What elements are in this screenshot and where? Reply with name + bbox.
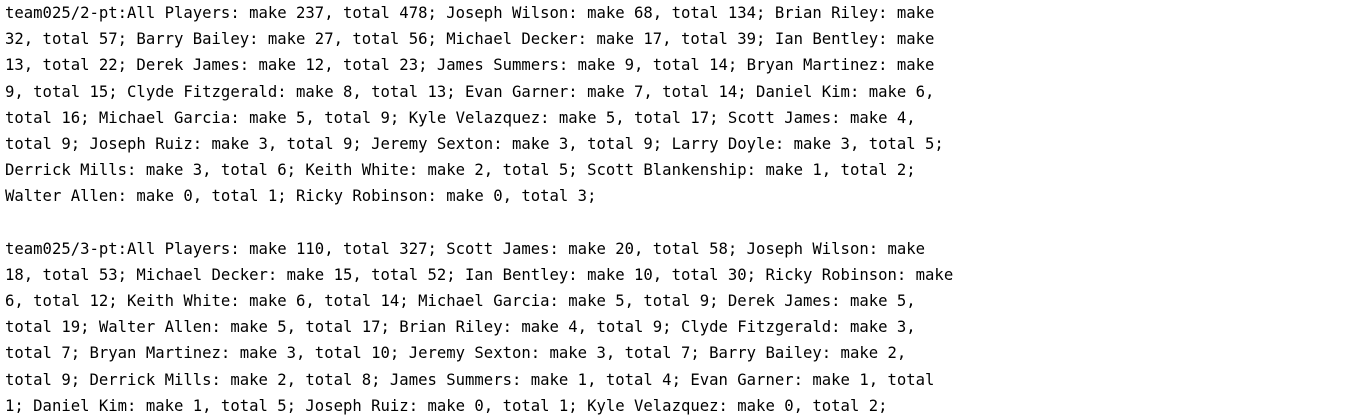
- two-point-stats-block: team025/2-pt:All Players: make 237, tota…: [5, 0, 1348, 210]
- text-line: 13, total 22; Derek James: make 12, tota…: [5, 56, 935, 75]
- text-line: 32, total 57; Barry Bailey: make 27, tot…: [5, 30, 935, 49]
- text-line: total 9; Derrick Mills: make 2, total 8;…: [5, 370, 935, 389]
- blank-line: [5, 210, 1348, 236]
- text-line: 9, total 15; Clyde Fitzgerald: make 8, t…: [5, 82, 935, 101]
- text-line: Derrick Mills: make 3, total 6; Keith Wh…: [5, 161, 916, 180]
- text-line: 1; Daniel Kim: make 1, total 5; Joseph R…: [5, 396, 888, 415]
- text-line: total 9; Joseph Ruiz: make 3, total 9; J…: [5, 134, 944, 153]
- text-line: 18, total 53; Michael Decker: make 15, t…: [5, 265, 954, 284]
- text-line: 6, total 12; Keith White: make 6, total …: [5, 292, 916, 311]
- text-line: team025/2-pt:All Players: make 237, tota…: [5, 4, 935, 22]
- text-line: total 19; Walter Allen: make 5, total 17…: [5, 318, 916, 337]
- text-line: team025/3-pt:All Players: make 110, tota…: [5, 239, 926, 258]
- text-line: total 16; Michael Garcia: make 5, total …: [5, 108, 916, 127]
- text-line: total 7; Bryan Martinez: make 3, total 1…: [5, 344, 907, 363]
- three-point-stats-block: team025/3-pt:All Players: make 110, tota…: [5, 236, 1348, 419]
- text-line: Walter Allen: make 0, total 1; Ricky Rob…: [5, 187, 597, 206]
